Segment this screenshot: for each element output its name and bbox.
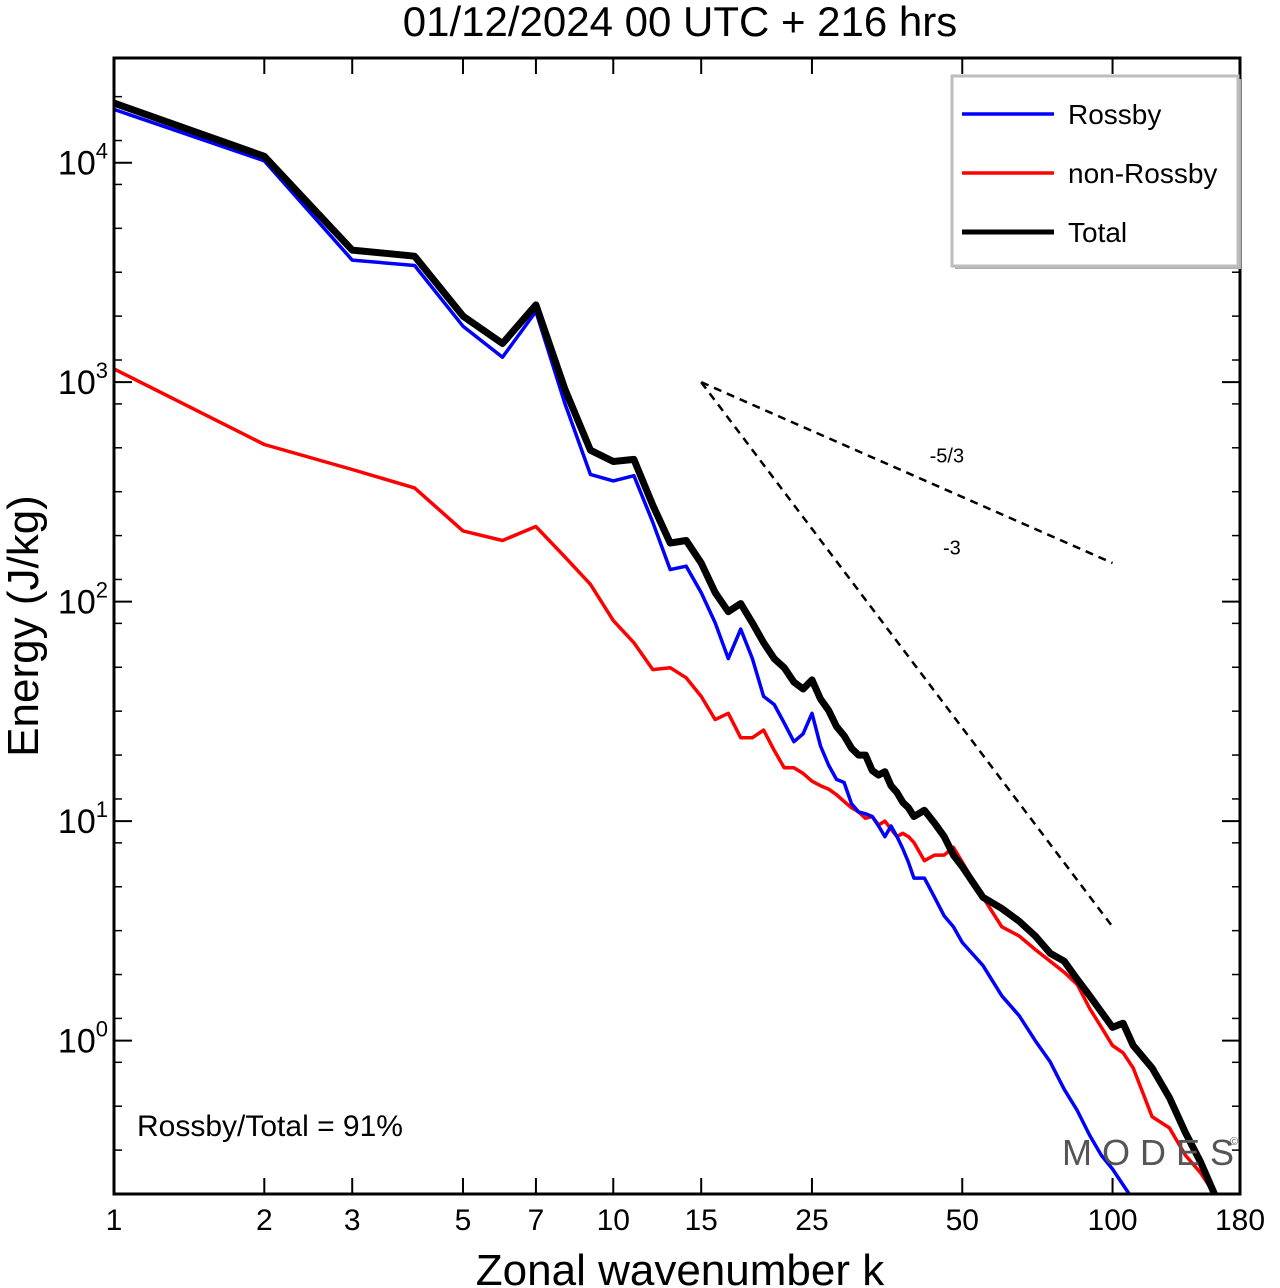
y-tick-base: 10 (58, 364, 96, 402)
plot-frame (112, 56, 1242, 1196)
reference-lines: -5/3 -3 (700, 381, 1114, 928)
reference-line-minus-three (700, 381, 1114, 928)
y-tick-exponent: 2 (96, 578, 108, 603)
y-tick-label: 102 (58, 578, 108, 622)
x-tick-label: 3 (344, 1204, 361, 1237)
y-tick-label: 101 (58, 797, 108, 841)
x-tick-label: 7 (528, 1204, 545, 1237)
x-tick-label: 15 (685, 1204, 718, 1237)
y-tick-exponent: 1 (96, 797, 108, 822)
reference-line-label: -3 (943, 537, 961, 559)
watermark-text: MODES (1062, 1132, 1244, 1173)
x-axis-label: Zonal wavenumber k (476, 1246, 885, 1288)
legend-label: Total (1068, 217, 1127, 248)
y-tick-base: 10 (58, 1023, 96, 1061)
y-tick-label: 103 (58, 358, 108, 402)
x-tick-label: 100 (1088, 1204, 1138, 1237)
y-tick-label: 104 (58, 139, 108, 183)
y-tick-exponent: 0 (96, 1017, 108, 1042)
x-tick-label: 10 (597, 1204, 630, 1237)
reference-line-minus-five-thirds (700, 381, 1114, 565)
legend-label: non-Rossby (1068, 158, 1217, 189)
y-tick-base: 10 (58, 145, 96, 183)
chart-title: 01/12/2024 00 UTC + 216 hrs (403, 0, 958, 45)
series-group (114, 99, 1218, 1194)
series-line-total (114, 99, 1218, 1194)
legend-label: Rossby (1068, 99, 1161, 130)
copyright-icon: © (1230, 1136, 1238, 1148)
reference-line-label: -5/3 (930, 446, 964, 468)
y-tick-base: 10 (58, 584, 96, 622)
ratio-annotation: Rossby/Total = 91% (137, 1110, 403, 1143)
x-tick-label: 2 (256, 1204, 273, 1237)
x-tick-label: 1 (106, 1204, 123, 1237)
x-tick-label: 5 (455, 1204, 472, 1237)
y-tick-exponent: 4 (96, 139, 108, 164)
series-line-non-rossby (114, 367, 1217, 1194)
series-line-rossby (114, 107, 1131, 1194)
x-tick-label: 25 (795, 1204, 828, 1237)
x-tick-label: 180 (1215, 1204, 1265, 1237)
legend: Rossby non-Rossby Total (950, 74, 1241, 269)
x-tick-label: 50 (946, 1204, 979, 1237)
y-tick-exponent: 3 (96, 358, 108, 383)
x-axis-ticks: 1 2 3 5 7 10 15 25 50 100 180 (106, 58, 1265, 1237)
y-tick-base: 10 (58, 803, 96, 841)
y-tick-label: 100 (58, 1017, 108, 1061)
modes-watermark: MODES © (1062, 1132, 1244, 1173)
y-axis-label: Energy (J/kg) (0, 495, 48, 757)
